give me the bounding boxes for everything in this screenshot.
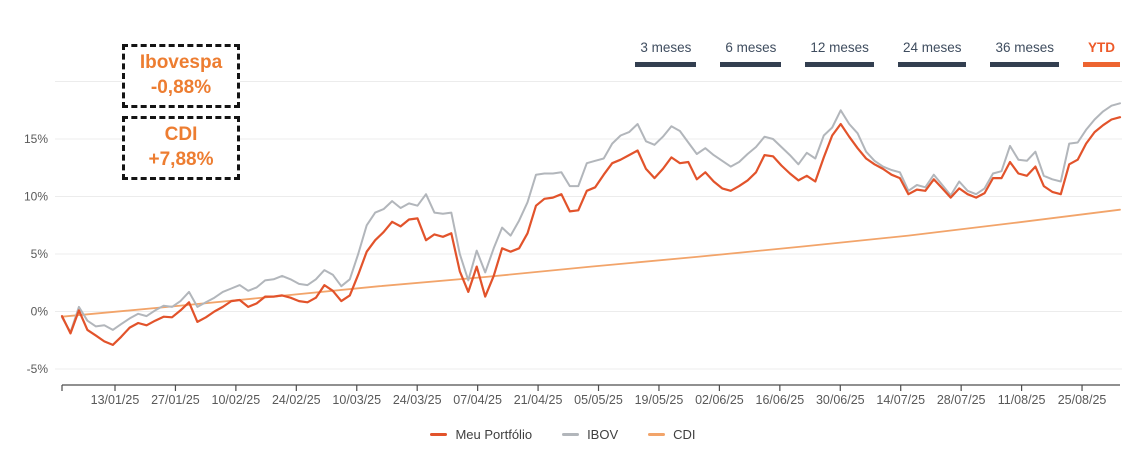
tab-ytd[interactable]: YTD bbox=[1083, 40, 1120, 67]
ibovespa-badge-value: -0,88% bbox=[150, 77, 212, 98]
x-axis-label: 10/03/25 bbox=[332, 393, 381, 407]
x-axis-label: 14/07/25 bbox=[876, 393, 925, 407]
x-axis-label: 19/05/25 bbox=[635, 393, 684, 407]
x-axis-label: 24/02/25 bbox=[272, 393, 321, 407]
tab-6-meses[interactable]: 6 meses bbox=[720, 40, 782, 67]
tab-24-meses[interactable]: 24 meses bbox=[897, 40, 967, 67]
cdi-badge: CDI +7,88% bbox=[122, 116, 240, 180]
legend-label: CDI bbox=[673, 427, 696, 442]
series-cdi bbox=[61, 208, 1121, 318]
tab-label: 24 meses bbox=[902, 40, 962, 55]
x-axis-label: 25/08/25 bbox=[1058, 393, 1107, 407]
ibovespa-badge-title: Ibovespa bbox=[139, 52, 223, 73]
x-axis-label: 21/04/25 bbox=[514, 393, 563, 407]
y-axis-label: 15% bbox=[24, 132, 48, 146]
tab-label: 12 meses bbox=[810, 40, 869, 55]
series-meu-portfolio bbox=[60, 116, 1122, 346]
ibov-line-swatch bbox=[562, 433, 580, 436]
tab-12-meses[interactable]: 12 meses bbox=[805, 40, 874, 67]
tab-underline bbox=[897, 62, 967, 67]
tab-label: 3 meses bbox=[640, 40, 692, 55]
x-axis-label: 07/04/25 bbox=[453, 393, 502, 407]
y-axis-label: 0% bbox=[31, 305, 49, 319]
x-axis-label: 24/03/25 bbox=[393, 393, 442, 407]
x-axis-label: 10/02/25 bbox=[212, 393, 261, 407]
tab-36-meses[interactable]: 36 meses bbox=[990, 40, 1059, 67]
tab-underline bbox=[805, 62, 874, 67]
legend-label: IBOV bbox=[587, 427, 619, 442]
tab-underline bbox=[990, 62, 1059, 67]
tab-underline bbox=[720, 62, 782, 67]
x-axis-label: 13/01/25 bbox=[91, 393, 140, 407]
x-axis-label: 30/06/25 bbox=[816, 393, 865, 407]
x-axis-label: 05/05/25 bbox=[574, 393, 623, 407]
x-axis-label: 11/08/25 bbox=[998, 393, 1046, 407]
legend-label: Meu Portfólio bbox=[455, 427, 533, 442]
period-tabs: 3 meses 6 meses 12 meses 24 meses 36 mes… bbox=[635, 40, 1120, 67]
legend-item-cdi[interactable]: CDI bbox=[648, 427, 696, 442]
legend-item-ibov[interactable]: IBOV bbox=[562, 427, 618, 442]
tab-label: YTD bbox=[1088, 40, 1115, 55]
tab-underline bbox=[1083, 62, 1120, 67]
tab-underline bbox=[635, 62, 697, 67]
tab-label: 6 meses bbox=[725, 40, 777, 55]
tab-3-meses[interactable]: 3 meses bbox=[635, 40, 697, 67]
cdi-badge-value: +7,88% bbox=[148, 149, 214, 170]
y-axis-label: -5% bbox=[27, 362, 49, 376]
portfolio-line-swatch bbox=[430, 433, 448, 436]
x-axis-label: 27/01/25 bbox=[151, 393, 200, 407]
ibovespa-badge: Ibovespa -0,88% bbox=[122, 44, 240, 108]
cdi-line-swatch bbox=[648, 433, 666, 436]
legend: Meu Portfólio IBOV CDI bbox=[0, 427, 1126, 442]
cdi-badge-title: CDI bbox=[164, 124, 198, 145]
legend-item-meu-portfolio[interactable]: Meu Portfólio bbox=[430, 427, 532, 442]
x-axis-label: 28/07/25 bbox=[937, 393, 986, 407]
series-ibov bbox=[61, 102, 1121, 334]
tab-label: 36 meses bbox=[995, 40, 1054, 55]
x-axis-label: 16/06/25 bbox=[756, 393, 805, 407]
y-axis-label: 5% bbox=[31, 247, 49, 261]
x-axis-label: 02/06/25 bbox=[695, 393, 744, 407]
y-axis-label: 10% bbox=[24, 190, 48, 204]
